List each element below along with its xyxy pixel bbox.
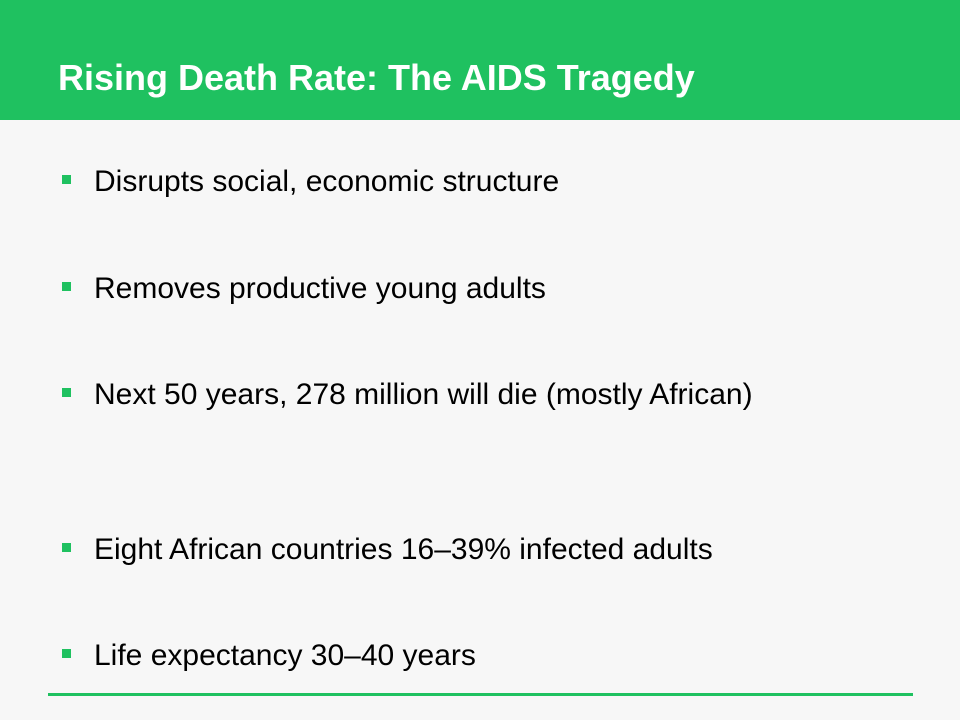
bullet-text: Disrupts social, economic structure xyxy=(94,165,560,198)
bullet-text: Next 50 years, 278 million will die (mos… xyxy=(94,378,753,411)
square-bullet-icon xyxy=(62,175,71,184)
bullet-text: Removes productive young adults xyxy=(94,272,546,305)
title-banner: Rising Death Rate: The AIDS Tragedy xyxy=(0,0,960,120)
bullet-text: Life expectancy 30–40 years xyxy=(94,639,476,672)
square-bullet-icon xyxy=(62,649,71,658)
slide-title: Rising Death Rate: The AIDS Tragedy xyxy=(58,57,695,98)
square-bullet-icon xyxy=(62,388,71,397)
bullet-text: Eight African countries 16–39% infected … xyxy=(94,533,713,566)
footer-divider xyxy=(48,693,913,696)
square-bullet-icon xyxy=(62,282,71,291)
square-bullet-icon xyxy=(62,543,71,552)
